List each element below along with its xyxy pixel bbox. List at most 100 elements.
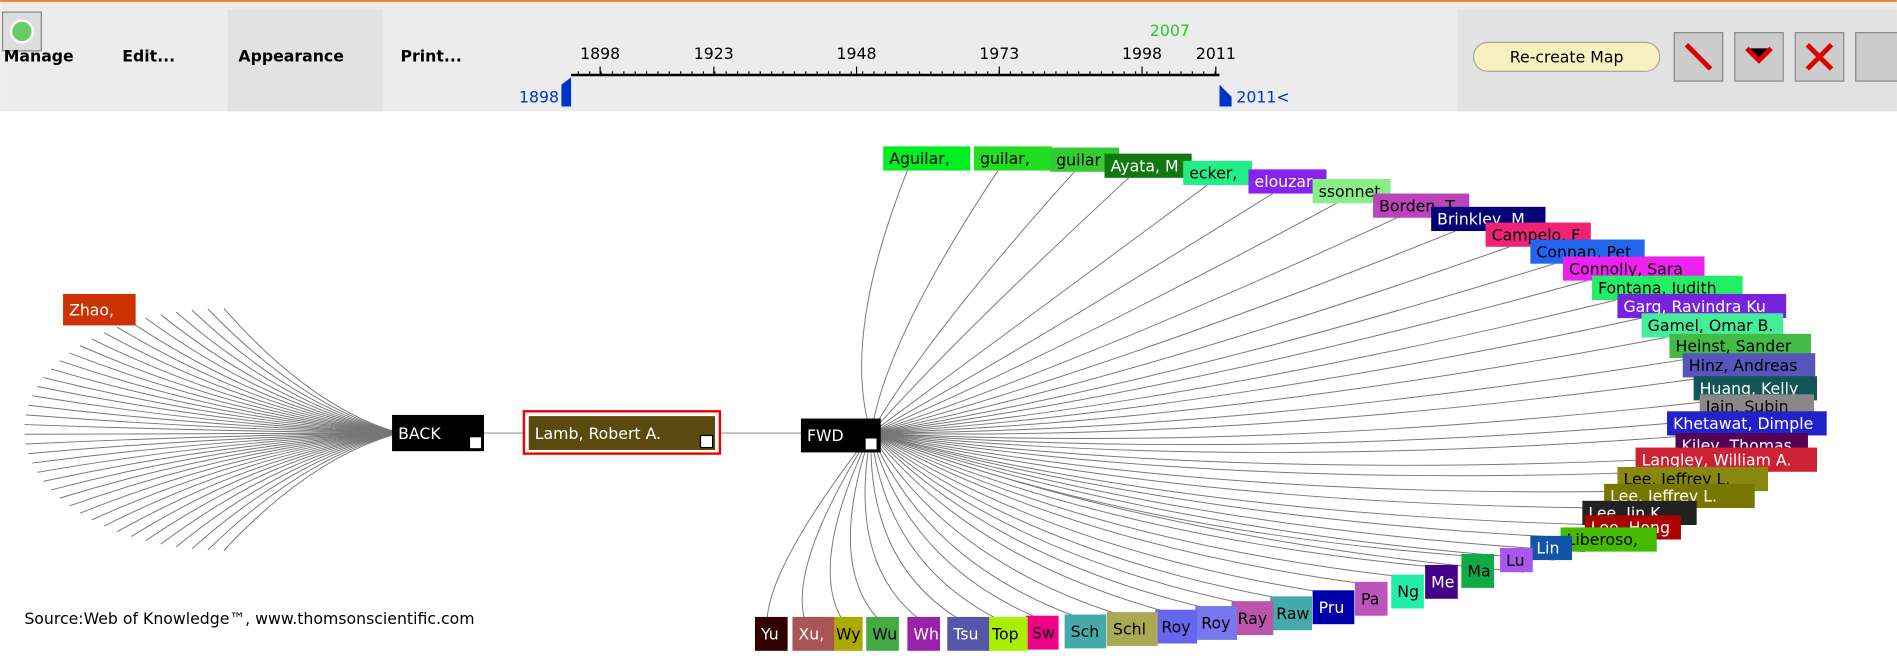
timeline-start: 1898 bbox=[519, 87, 559, 106]
citation-line bbox=[103, 432, 400, 527]
fwd-node-box[interactable] bbox=[1354, 581, 1388, 616]
menu-item[interactable]: Appearance bbox=[238, 46, 343, 65]
fwd-node-box[interactable] bbox=[1025, 615, 1059, 650]
timeline-tick-label: 1973 bbox=[979, 44, 1019, 63]
fwd-node-label: Ng bbox=[1397, 582, 1419, 601]
fwd-node-box[interactable] bbox=[1530, 535, 1573, 561]
fwd-node-box[interactable] bbox=[1312, 590, 1355, 625]
citation-line bbox=[871, 299, 1617, 434]
citation-line bbox=[829, 432, 872, 620]
fwd-node-box[interactable] bbox=[883, 146, 971, 171]
citation-line bbox=[870, 432, 1555, 561]
fwd-node-box[interactable] bbox=[829, 616, 863, 651]
fwd-node-label: Garg, Ravindra Ku bbox=[1623, 297, 1765, 316]
back-hub-box[interactable] bbox=[392, 414, 484, 452]
citation-line bbox=[870, 432, 1404, 578]
fwd-node-label: guilar, bbox=[980, 149, 1030, 168]
fwd-node-box[interactable] bbox=[907, 616, 941, 651]
fwd-node-label: Hinz, Andreas bbox=[1689, 356, 1798, 375]
citation-line bbox=[870, 432, 999, 620]
back-node-box[interactable] bbox=[63, 293, 136, 326]
fwd-node-box[interactable] bbox=[1560, 527, 1657, 552]
fwd-node-box[interactable] bbox=[792, 616, 835, 651]
center-frame bbox=[522, 410, 722, 455]
fwd-node-box[interactable] bbox=[1155, 609, 1198, 644]
timeline-end: 2011< bbox=[1236, 87, 1289, 106]
citation-line bbox=[175, 311, 400, 434]
fwd-node-box[interactable] bbox=[1231, 601, 1274, 636]
fwd-node-box[interactable] bbox=[1425, 564, 1458, 599]
fwd-node-box[interactable] bbox=[1195, 606, 1238, 640]
citation-line bbox=[870, 432, 1039, 619]
citation-line bbox=[43, 432, 400, 482]
fwd-node-box[interactable] bbox=[1106, 612, 1158, 646]
source: Source:Web of Knowledge™, www.thomsonsci… bbox=[24, 609, 474, 628]
citation-line bbox=[145, 432, 400, 542]
start-handle[interactable] bbox=[561, 77, 572, 107]
citation-line bbox=[871, 263, 1555, 434]
citation-line bbox=[28, 404, 400, 434]
fwd-node-label: Yu bbox=[760, 625, 779, 644]
citation-line bbox=[870, 432, 1368, 585]
center-node-box[interactable] bbox=[528, 416, 716, 450]
menu-item[interactable]: Manage bbox=[4, 46, 74, 65]
citation-line bbox=[849, 432, 879, 620]
fwd-node-box[interactable] bbox=[1064, 614, 1107, 649]
fwd-hub-label: FWD bbox=[807, 426, 844, 445]
citation-line bbox=[870, 432, 1607, 526]
citation-line bbox=[130, 432, 400, 537]
fwd-node-label: ssonnet bbox=[1319, 182, 1381, 201]
citation-line bbox=[870, 432, 1629, 509]
citation-line bbox=[130, 321, 400, 434]
citation-line bbox=[870, 193, 1273, 434]
collapse-icon[interactable] bbox=[864, 437, 878, 451]
fwd-node-box[interactable] bbox=[1500, 547, 1533, 573]
citation-line bbox=[32, 432, 400, 464]
collapse-icon[interactable] bbox=[468, 436, 483, 450]
citation-line bbox=[79, 432, 400, 514]
fwd-node-box[interactable] bbox=[1183, 160, 1253, 186]
fwd-node-label: Huang, Kelly bbox=[1700, 379, 1799, 398]
fwd-node-box[interactable] bbox=[1667, 411, 1827, 436]
fwd-node-box[interactable] bbox=[985, 616, 1028, 651]
citation-line bbox=[28, 432, 400, 455]
citation-line bbox=[117, 432, 400, 533]
fwd-node-box[interactable] bbox=[1270, 596, 1312, 631]
collapse-icon[interactable] bbox=[699, 434, 714, 449]
fwd-node-box[interactable] bbox=[1641, 313, 1784, 338]
timeline-tick-label: 1998 bbox=[1122, 44, 1162, 63]
fwd-node-label: Xu, bbox=[799, 625, 825, 644]
fwd-node-box[interactable] bbox=[1682, 353, 1816, 378]
fwd-node-box[interactable] bbox=[947, 616, 990, 651]
fwd-node-label: Gamel, Omar B. bbox=[1648, 316, 1774, 335]
citation-line bbox=[864, 432, 920, 620]
recreate-button[interactable] bbox=[1472, 41, 1661, 72]
citation-line bbox=[870, 432, 1438, 568]
fwd-node-label: Schl bbox=[1113, 620, 1146, 639]
citation-line bbox=[160, 314, 400, 434]
citation-line bbox=[870, 202, 1338, 434]
menu-item[interactable]: Print... bbox=[401, 46, 462, 65]
citation-line bbox=[870, 432, 1585, 553]
center-node-label: Lamb, Robert A. bbox=[535, 424, 661, 443]
fwd-node-box[interactable] bbox=[973, 146, 1052, 171]
citation-line bbox=[223, 432, 400, 551]
fwd-node-box[interactable] bbox=[754, 616, 788, 651]
tool-icons bbox=[1673, 32, 1897, 82]
citation-line bbox=[223, 308, 400, 434]
fwd-node-box[interactable] bbox=[866, 616, 899, 651]
citation-line bbox=[861, 170, 908, 434]
fwd-node-box[interactable] bbox=[1461, 554, 1495, 588]
citation-line bbox=[37, 432, 400, 473]
fwd-node-label: Roy bbox=[1201, 614, 1230, 633]
add-icon bbox=[9, 19, 35, 44]
end-handle[interactable] bbox=[1219, 84, 1232, 107]
fwd-node-box[interactable] bbox=[1391, 574, 1424, 609]
fwd-node-label: Wh bbox=[913, 625, 939, 644]
fwd-node-label: elouzar bbox=[1255, 172, 1314, 191]
fwd-node-box[interactable] bbox=[1104, 153, 1192, 178]
menu-item[interactable]: Edit... bbox=[122, 46, 175, 65]
citation-line bbox=[870, 432, 1168, 613]
citation-line bbox=[871, 357, 1694, 434]
citation-line bbox=[870, 217, 1398, 434]
